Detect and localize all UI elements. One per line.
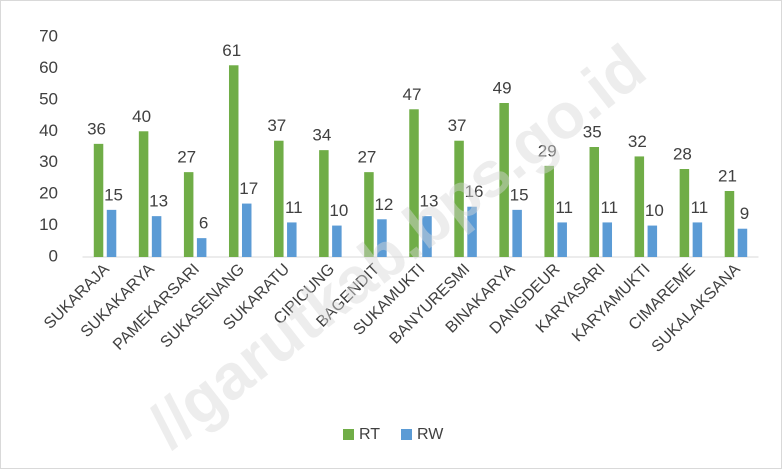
data-label: 11 xyxy=(555,198,573,217)
y-tick-label: 10 xyxy=(39,215,58,234)
data-label: 13 xyxy=(420,192,439,211)
y-tick-label: 20 xyxy=(39,184,58,203)
bar xyxy=(241,203,252,257)
bar xyxy=(274,140,284,257)
bar xyxy=(151,216,162,257)
y-tick-label: 70 xyxy=(39,26,58,45)
y-tick-label: 50 xyxy=(39,89,58,108)
data-label: 37 xyxy=(267,116,286,135)
legend-label: RW xyxy=(417,426,444,443)
bar xyxy=(93,143,104,257)
y-tick-label: 0 xyxy=(49,246,58,265)
data-label: 37 xyxy=(448,116,467,135)
bar xyxy=(196,238,207,257)
legend-label: RT xyxy=(359,426,380,443)
bar xyxy=(138,131,149,257)
bar xyxy=(544,165,554,257)
data-label: 40 xyxy=(132,107,151,126)
bar xyxy=(647,225,658,257)
data-label: 28 xyxy=(673,144,692,163)
data-label: 21 xyxy=(718,166,737,185)
data-label: 10 xyxy=(645,201,664,220)
y-tick-label: 60 xyxy=(39,58,58,77)
data-label: 17 xyxy=(239,179,258,198)
bar xyxy=(454,140,464,257)
bar xyxy=(364,172,374,257)
bar xyxy=(679,169,690,257)
data-label: 10 xyxy=(329,201,348,220)
data-label: 15 xyxy=(510,185,529,204)
data-label: 15 xyxy=(104,185,123,204)
bar xyxy=(602,222,613,257)
bar xyxy=(467,206,477,257)
data-label: 9 xyxy=(740,204,749,223)
data-label: 11 xyxy=(285,198,303,217)
data-label: 29 xyxy=(538,141,557,160)
data-label: 13 xyxy=(149,192,168,211)
bar xyxy=(557,222,567,257)
data-label: 16 xyxy=(465,182,484,201)
bar xyxy=(589,147,600,257)
data-label: 34 xyxy=(312,126,331,145)
bar xyxy=(183,172,194,257)
bar xyxy=(724,191,735,257)
bar xyxy=(287,222,297,257)
data-label: 47 xyxy=(403,85,422,104)
bar xyxy=(409,109,419,258)
data-label: 36 xyxy=(87,119,106,138)
y-tick-label: 40 xyxy=(39,121,58,140)
bar xyxy=(422,216,432,257)
data-label: 35 xyxy=(583,122,602,141)
bar xyxy=(228,65,239,258)
data-label: 32 xyxy=(628,132,647,151)
data-label: 11 xyxy=(691,198,709,217)
bar xyxy=(319,150,329,257)
bar xyxy=(512,209,522,257)
data-label: 27 xyxy=(177,148,196,167)
legend-swatch xyxy=(401,429,412,440)
data-label: 11 xyxy=(600,198,618,217)
data-label: 49 xyxy=(493,78,512,97)
legend-swatch xyxy=(343,429,354,440)
data-label: 27 xyxy=(357,148,376,167)
data-label: 12 xyxy=(374,195,393,214)
bar xyxy=(377,219,387,257)
bar xyxy=(737,228,748,257)
y-tick-label: 30 xyxy=(39,152,58,171)
data-label: 6 xyxy=(199,214,208,233)
bar xyxy=(332,225,342,257)
data-label: 61 xyxy=(222,41,241,60)
bar xyxy=(692,222,703,257)
bar xyxy=(106,209,117,257)
bar xyxy=(499,103,509,257)
bar xyxy=(634,156,645,257)
